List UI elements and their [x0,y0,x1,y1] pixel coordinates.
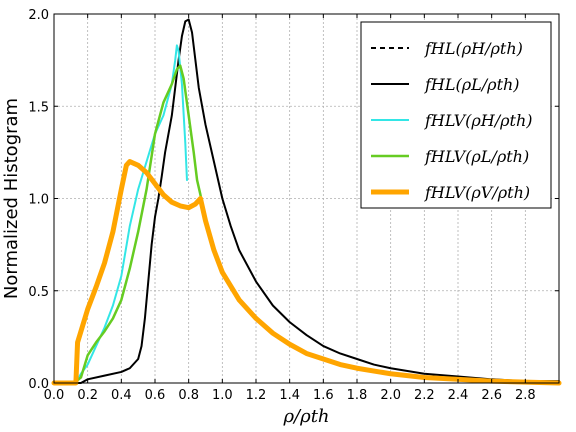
x-tick-label: 2.8 [515,388,536,403]
legend-label-2: fHLV(ρH/ρth) [424,111,533,130]
x-tick-label: 2.6 [481,388,502,403]
axis-ticks: 0.0 0.2 0.4 0.6 0.8 1.0 1.2 1.4 1.6 1.8 2.0 2.2 2.4 2… [28,8,559,403]
y-tick-label: 1.0 [28,193,49,208]
x-tick-label: 2.2 [414,388,435,403]
x-tick-label: 1.8 [347,388,368,403]
legend-label-0: fHL(ρH/ρth) [424,39,523,58]
series-line-3 [72,64,204,385]
y-axis-label: Normalized Histogram [1,98,22,299]
x-tick-label: 1.6 [313,388,334,403]
series-line-4 [51,159,562,386]
x-tick-label: 0.6 [145,388,166,403]
legend-label-1: fHL(ρL/ρth) [424,75,520,94]
x-tick-label: 0.2 [77,388,98,403]
x-axis-label: ρ/ρth [282,406,329,427]
series-lines [51,18,562,386]
y-tick-label: 2.0 [28,8,49,23]
x-tick-label: 1.2 [246,388,267,403]
x-tick-label: 0.8 [178,388,199,403]
series-line-1 [73,18,560,384]
x-tick-label: 0.4 [111,388,132,403]
x-tick-label: 1.4 [279,388,300,403]
x-tick-label: 2.4 [448,388,469,403]
y-tick-label: 1.5 [28,100,49,115]
x-axis-label-text: ρ/ρth [282,406,329,427]
legend: fHL(ρH/ρth) fHL(ρL/ρth) fHLV(ρH/ρth) fHLV(ρ… [360,21,552,209]
y-tick-label: 0.0 [28,377,49,392]
y-tick-label: 0.5 [28,285,49,300]
x-tick-label: 1.0 [212,388,233,403]
x-tick-label: 2.0 [380,388,401,403]
x-tick-label: 0.0 [44,388,65,403]
legend-label-4: fHLV(ρV/ρth) [424,183,530,202]
legend-label-3: fHLV(ρL/ρth) [424,147,529,166]
series-line-2 [74,44,188,384]
legend-box [360,21,552,209]
